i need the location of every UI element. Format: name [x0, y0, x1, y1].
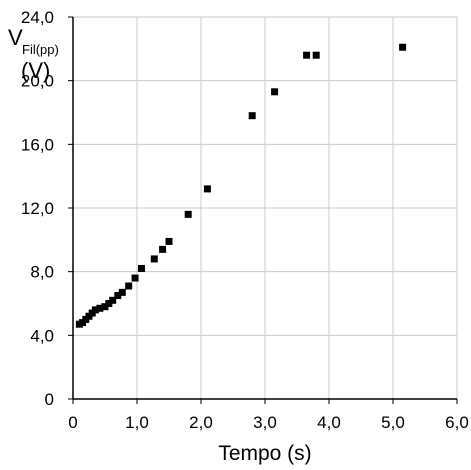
y-tick-label: 20,0 — [21, 72, 54, 91]
data-point — [101, 303, 109, 311]
data-point — [91, 306, 99, 314]
data-point — [159, 245, 167, 253]
y-tick-label: 0 — [45, 390, 54, 409]
y-tick-label: 8,0 — [30, 263, 54, 282]
data-point — [150, 255, 158, 263]
data-point — [118, 288, 126, 296]
data-point — [248, 112, 256, 120]
y-tick-labels: 0 4,0 8,0 12,0 16,0 20,0 24,0 — [21, 8, 54, 409]
y-tick-label: 16,0 — [21, 135, 54, 154]
data-point — [184, 210, 192, 218]
y-tick-label: 4,0 — [30, 326, 54, 345]
gridlines — [73, 16, 458, 399]
data-point — [303, 51, 311, 59]
x-tick-labels: 0 1,0 2,0 3,0 4,0 5,0 6,0 — [68, 413, 469, 432]
x-tick-label: 4,0 — [317, 413, 341, 432]
data-point — [109, 296, 117, 304]
data-points — [75, 43, 407, 328]
data-point — [137, 264, 145, 272]
data-point — [125, 282, 133, 290]
x-axis-title: Tempo (s) — [218, 442, 311, 465]
data-point — [114, 292, 122, 300]
data-point — [105, 300, 113, 307]
data-point — [96, 304, 104, 312]
y-axis-symbol: V — [8, 25, 23, 50]
data-point — [312, 51, 320, 59]
data-point — [203, 185, 211, 193]
data-point — [271, 88, 279, 96]
data-point — [399, 43, 407, 51]
x-tick-label: 2,0 — [189, 413, 213, 432]
data-point — [165, 237, 173, 245]
x-tick-label: 1,0 — [125, 413, 149, 432]
y-axis-unit: (V) — [21, 58, 50, 83]
y-axis-subscript: Fil(pp) — [22, 42, 59, 57]
y-tick-label: 24,0 — [21, 8, 54, 27]
x-tick-label: 6,0 — [445, 413, 469, 432]
y-tick-label: 12,0 — [21, 199, 54, 218]
x-tick-label: 3,0 — [253, 413, 277, 432]
data-point — [131, 274, 139, 282]
x-tick-label: 5,0 — [381, 413, 405, 432]
x-tick-label: 0 — [68, 413, 77, 432]
axes — [68, 16, 458, 404]
